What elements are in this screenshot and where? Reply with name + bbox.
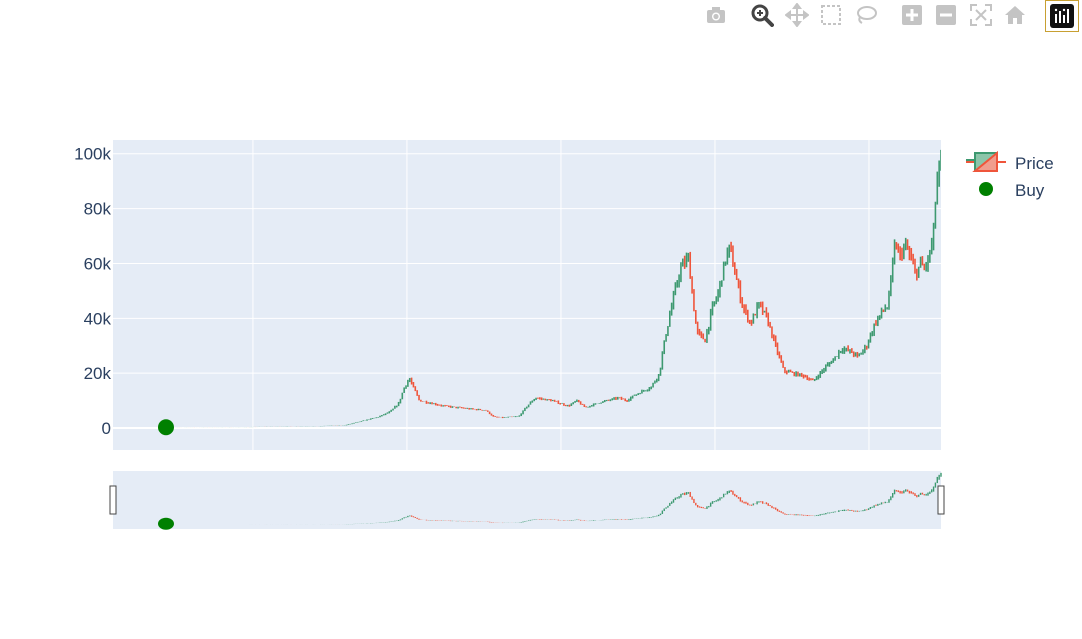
pan-icon[interactable] <box>783 2 811 28</box>
main-plot-area[interactable] <box>113 140 941 450</box>
buy-marker[interactable] <box>157 419 174 436</box>
y-tick-label: 80k <box>84 200 112 219</box>
camera-icon[interactable] <box>702 2 730 28</box>
legend-item-price[interactable]: Price <box>966 150 1054 173</box>
y-tick-label: 20k <box>84 364 112 383</box>
y-axis-ticks: 0 20k 40k 60k 80k 100k <box>74 145 111 438</box>
y-tick-label: 60k <box>84 254 112 273</box>
zoom-out-icon[interactable] <box>932 2 960 28</box>
legend: Price Buy <box>966 150 1054 200</box>
zoom-in-icon[interactable] <box>898 2 926 28</box>
modebar <box>0 0 1082 34</box>
buy-series <box>157 419 174 436</box>
y-tick-label: 0 <box>102 419 111 438</box>
legend-buy-label: Buy <box>1015 181 1045 200</box>
autoscale-icon[interactable] <box>967 2 995 28</box>
legend-price-symbol-down <box>972 150 998 172</box>
zoom-icon[interactable] <box>748 2 776 28</box>
plotly-logo-icon[interactable] <box>1045 0 1079 32</box>
legend-price-label: Price <box>1015 154 1054 173</box>
main-gridlines <box>113 140 941 450</box>
lasso-select-icon[interactable] <box>852 2 880 28</box>
price-series <box>161 149 941 428</box>
rangeslider-right-handle[interactable] <box>937 485 945 515</box>
legend-item-buy[interactable]: Buy <box>979 181 1045 200</box>
legend-buy-symbol <box>979 182 993 196</box>
reset-axes-icon[interactable] <box>1001 2 1029 28</box>
slider-buy-marker <box>157 517 174 530</box>
rangeslider-buy-series <box>157 517 174 530</box>
rangeslider-area[interactable] <box>113 471 941 529</box>
y-tick-label: 40k <box>84 309 112 328</box>
y-tick-label: 100k <box>74 145 111 164</box>
rangeslider-price-series <box>161 472 942 525</box>
box-select-icon[interactable] <box>817 2 845 28</box>
rangeslider-left-handle[interactable] <box>109 485 117 515</box>
